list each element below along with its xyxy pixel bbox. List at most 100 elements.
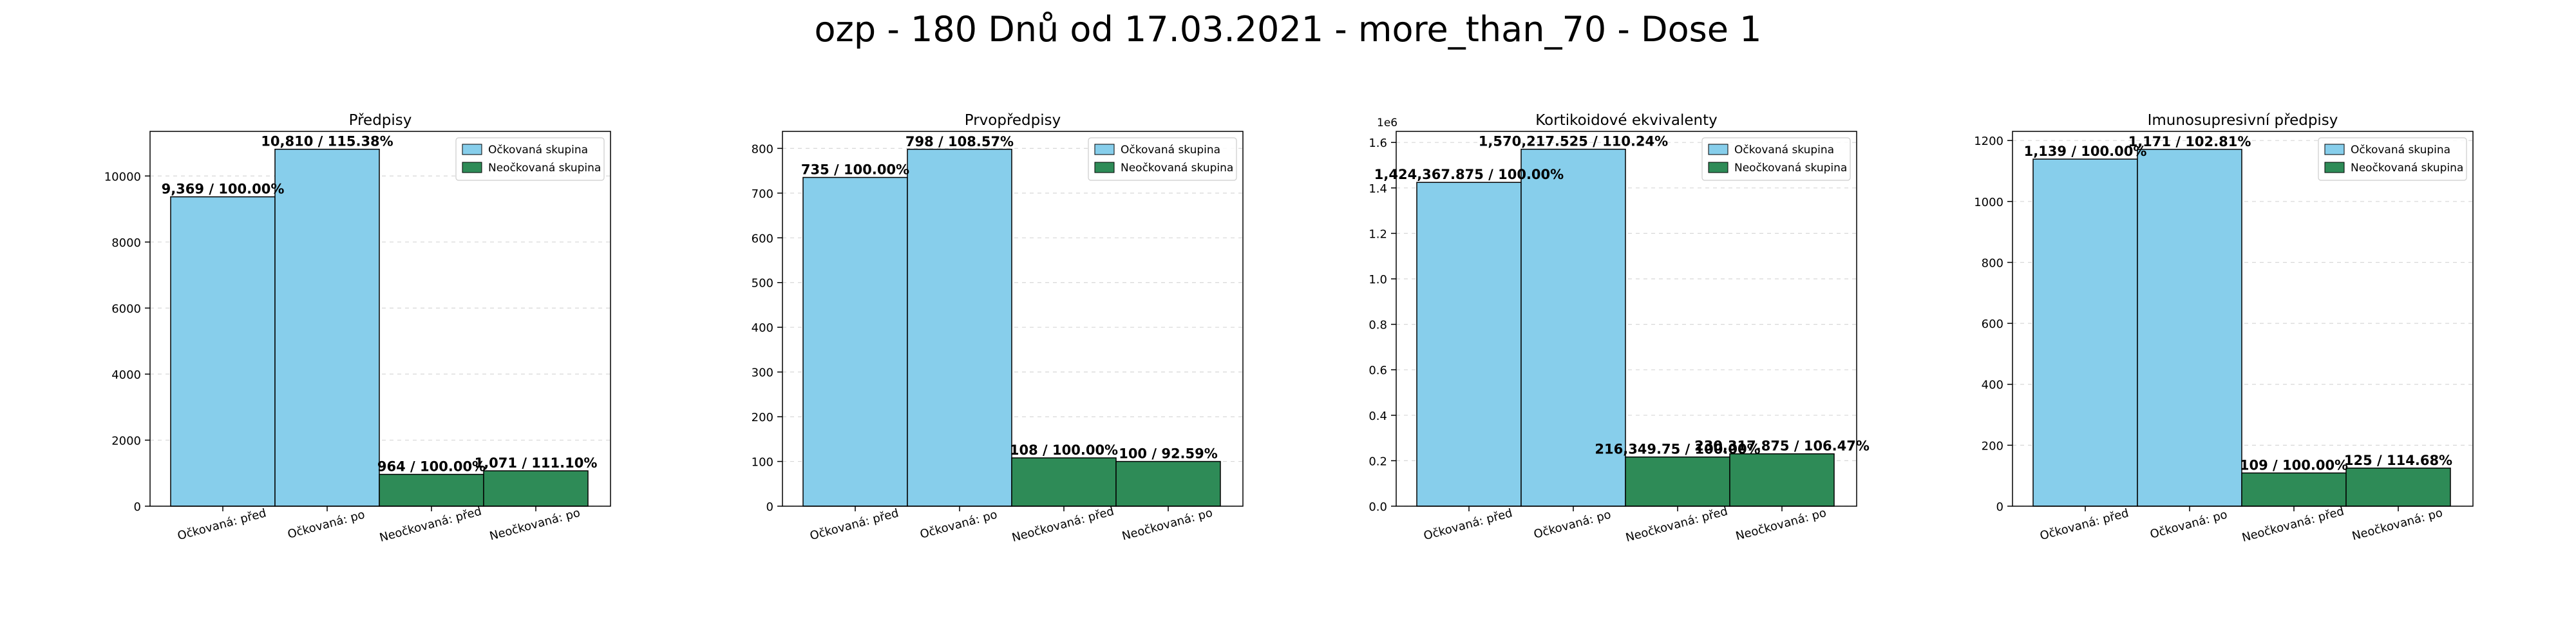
x-tick-label: Očkovaná: před [2038, 506, 2130, 543]
y-tick-label: 1.2 [1368, 227, 1387, 241]
y-tick-label: 10000 [104, 170, 141, 184]
x-tick-label: Očkovaná: před [1422, 506, 1513, 543]
legend-swatch [1708, 162, 1728, 173]
y-tick-label: 200 [752, 411, 773, 424]
legend-swatch [462, 162, 482, 173]
bar [802, 176, 908, 507]
axes-frame [149, 131, 611, 507]
y-tick-label: 400 [752, 321, 773, 335]
bar [2032, 158, 2138, 507]
bar-value-label: 964 / 100.00% [377, 459, 486, 475]
bar-value-label: 1,139 / 100.00% [2024, 144, 2147, 159]
chart-panel-2: 735 / 100.00% 798 / 108.57% 108 / 100.00% 1… [752, 112, 1244, 545]
figure-title: ozp - 180 Dnů od 17.03.2021 - more_than_… [814, 9, 1762, 50]
legend: Očkovaná skupina Neočkovaná skupina [2318, 137, 2467, 181]
bar-value-label: 798 / 108.57% [905, 134, 1014, 149]
y-tick-label: 600 [752, 232, 773, 245]
y-tick-label: 700 [752, 187, 773, 201]
legend: Očkovaná skupina Neočkovaná skupina [1088, 137, 1237, 181]
y-tick-label: 800 [1982, 256, 2003, 270]
chart-title: Předpisy [349, 112, 412, 129]
chart-panel-4: 1,139 / 100.00%1,171 / 102.81% 109 / 100.… [1974, 112, 2474, 545]
legend-swatch [1708, 144, 1728, 155]
x-tick-label: Neočkovaná: po [2351, 506, 2444, 544]
bar-value-label: 1,171 / 102.81% [2128, 134, 2251, 149]
y-tick-label: 0.8 [1368, 319, 1387, 332]
legend-label: Neočkovaná skupina [488, 162, 601, 175]
axes-frame [1396, 131, 1857, 507]
y-tick-label: 800 [752, 142, 773, 156]
chart-title: Kortikoidové ekvivalenty [1535, 112, 1718, 129]
bar-value-label: 1,424,367.875 / 100.00% [1374, 167, 1564, 182]
bar-value-label: 216,349.75 / 100.00% [1595, 442, 1760, 457]
bar [2137, 149, 2242, 507]
x-tick-label: Očkovaná: po [2148, 508, 2228, 542]
chart-panel-3: 1,424,367.875 / 100.00% 1,570,217.525 / 1… [1368, 112, 1870, 545]
chart-title: Imunosupresivní předpisy [2148, 112, 2338, 129]
x-tick-label: Neočkovaná: před [1010, 504, 1115, 544]
y-tick-label: 8000 [111, 236, 141, 250]
axes-frame [2012, 131, 2474, 507]
y-tick-label: 0 [134, 500, 141, 514]
bar-value-label: 1,570,217.525 / 110.24% [1479, 134, 1668, 149]
x-tick-label: Očkovaná: před [176, 506, 267, 543]
y-tick-label: 400 [1982, 379, 2003, 392]
y-tick-label: 600 [1982, 317, 2003, 331]
x-tick-label: Neočkovaná: před [1624, 504, 1729, 544]
legend-swatch [462, 144, 482, 155]
legend-box [1701, 137, 1851, 181]
y-tick-label: 300 [752, 366, 773, 380]
bar [1520, 148, 1626, 507]
y-tick-label: 0 [1996, 500, 2003, 514]
y-tick-label: 1200 [1974, 135, 2003, 148]
bar [483, 470, 589, 507]
bar [2345, 468, 2451, 507]
legend-box [1088, 137, 1237, 181]
bar-value-label: 100 / 92.59% [1119, 446, 1218, 462]
x-tick-label: Očkovaná: po [918, 508, 998, 542]
y-tick-label: 2000 [111, 434, 141, 448]
legend-label: Očkovaná skupina [1734, 144, 1834, 156]
axes-frame [782, 131, 1244, 507]
legend-label: Neočkovaná skupina [2351, 162, 2463, 175]
y-tick-label: 200 [1982, 439, 2003, 453]
bar-value-label: 125 / 114.68% [2344, 453, 2452, 468]
chart-title: Prvopředpisy [965, 112, 1061, 129]
bar-value-label: 735 / 100.00% [801, 162, 909, 178]
y-tick-label: 0.6 [1368, 364, 1387, 377]
legend-label: Očkovaná skupina [1121, 144, 1220, 156]
x-tick-label: Neočkovaná: před [378, 504, 483, 544]
bar [170, 196, 276, 507]
legend-swatch [2324, 162, 2345, 173]
x-tick-label: Očkovaná: po [1532, 508, 1612, 542]
y-tick-label: 500 [752, 277, 773, 290]
bar-value-label: 108 / 100.00% [1010, 442, 1118, 458]
legend-swatch [1094, 162, 1115, 173]
y-tick-label: 1.6 [1368, 137, 1387, 150]
y-tick-label: 0.0 [1368, 500, 1387, 514]
legend-label: Očkovaná skupina [2351, 144, 2450, 156]
x-tick-label: Neočkovaná: po [1121, 506, 1214, 544]
bar-value-label: 9,369 / 100.00% [162, 182, 285, 197]
y-tick-label: 1000 [1974, 196, 2003, 209]
bar-value-label: 230,317.875 / 106.47% [1694, 439, 1870, 454]
y-tick-label: 1.0 [1368, 273, 1387, 287]
x-tick-label: Neočkovaná: po [488, 506, 582, 544]
legend-swatch [1094, 144, 1115, 155]
x-tick-label: Očkovaná: po [286, 508, 366, 542]
legend-swatch [2324, 144, 2345, 155]
x-tick-label: Očkovaná: před [808, 506, 900, 543]
bar-value-label: 10,810 / 115.38% [261, 134, 393, 149]
bar [1115, 460, 1221, 507]
chart-panel-1: 9,369 / 100.00% 10,810 / 115.38% 964 / 100… [104, 112, 611, 545]
y-tick-label: 6000 [111, 302, 141, 316]
x-tick-label: Neočkovaná: před [2240, 504, 2345, 544]
bar [2241, 472, 2347, 507]
bar [907, 149, 1012, 507]
bar [1729, 453, 1835, 507]
legend: Očkovaná skupina Neočkovaná skupina [1701, 137, 1851, 181]
bar [1625, 456, 1730, 507]
bar-value-label: 1,071 / 111.10% [475, 455, 598, 471]
y-tick-label: 0.4 [1368, 410, 1387, 423]
x-tick-label: Neočkovaná: po [1734, 506, 1828, 544]
